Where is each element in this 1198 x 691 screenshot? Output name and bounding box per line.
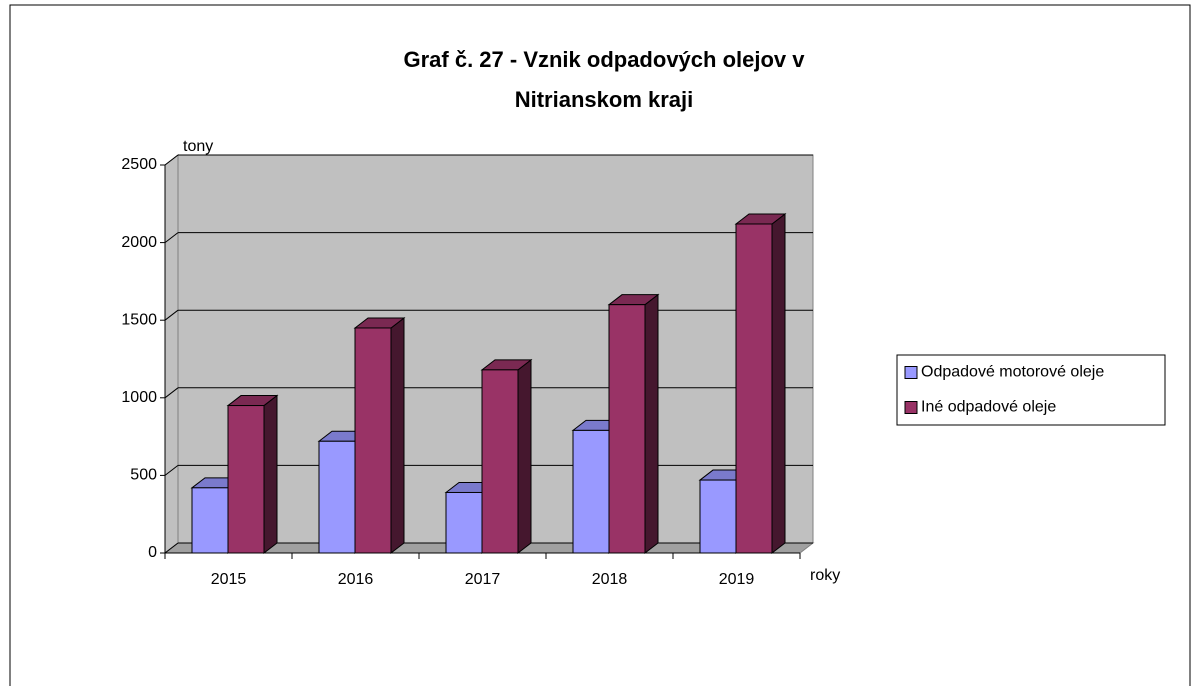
legend-swatch: [904, 401, 918, 414]
grid-line: [164, 542, 179, 554]
legend-label: Iné odpadové oleje: [921, 399, 1056, 416]
y-tick-label: 2500: [121, 156, 157, 173]
bar-side: [517, 358, 532, 555]
grid-line: [164, 465, 179, 476]
grid-line: [164, 154, 179, 166]
bar: [191, 487, 229, 554]
bar-side: [263, 394, 278, 555]
bar: [735, 223, 773, 554]
bar: [699, 479, 737, 554]
x-tick-label: 2015: [211, 571, 247, 588]
x-tick-label: 2017: [465, 571, 501, 588]
bar: [227, 405, 265, 554]
y-axis-label: tony: [183, 138, 213, 155]
bar: [572, 429, 610, 554]
chart-title: Graf č. 27 - Vznik odpadových olejov v: [403, 47, 805, 72]
grid-line: [164, 309, 179, 321]
x-axis-label: roky: [810, 567, 840, 584]
bar: [608, 304, 646, 554]
bar: [481, 369, 519, 554]
grid-line: [164, 232, 179, 243]
y-tick-label: 1500: [121, 311, 157, 328]
x-tick-label: 2018: [592, 571, 628, 588]
bar-side: [771, 212, 786, 555]
legend-swatch: [904, 366, 918, 379]
y-tick-label: 1000: [121, 389, 157, 406]
side-wall: [164, 153, 179, 555]
chart-title: Nitrianskom kraji: [515, 87, 694, 112]
x-tick-label: 2019: [719, 571, 755, 588]
y-tick-label: 500: [130, 467, 157, 484]
bar: [445, 491, 483, 554]
y-tick-label: 0: [148, 544, 157, 561]
bar: [354, 327, 392, 554]
x-tick-label: 2016: [338, 571, 374, 588]
legend: [896, 354, 1166, 426]
bar: [318, 440, 356, 554]
grid-line: [164, 387, 179, 399]
y-tick-label: 2000: [121, 234, 157, 251]
bar-side: [390, 316, 405, 555]
bar-side: [644, 293, 659, 555]
legend-label: Odpadové motorové oleje: [921, 364, 1104, 381]
